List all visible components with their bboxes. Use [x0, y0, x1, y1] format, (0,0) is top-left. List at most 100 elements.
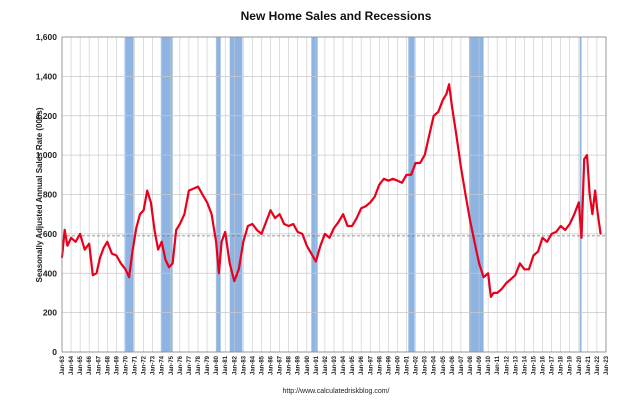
x-tick-label: Jan-63: [60, 355, 66, 375]
x-tick-label: Jan-82: [232, 355, 238, 375]
data-point: [355, 217, 358, 220]
data-point: [594, 189, 597, 192]
x-tick-label: Jan-65: [78, 355, 84, 375]
data-point: [192, 187, 195, 190]
data-point: [550, 232, 553, 235]
x-tick-label: Jan-79: [205, 355, 211, 375]
data-point: [217, 272, 220, 275]
data-point: [246, 225, 249, 227]
x-tick-label: Jan-04: [432, 355, 438, 375]
x-tick-label: Jan-70: [123, 355, 129, 375]
x-tick-label: Jan-06: [450, 355, 456, 375]
data-point: [346, 225, 349, 227]
x-tick-label: Jan-09: [477, 355, 483, 375]
data-point: [102, 246, 105, 249]
data-point: [500, 288, 503, 290]
x-tick-label: Jan-92: [323, 355, 329, 375]
data-point: [74, 240, 77, 243]
y-tick-label: 0: [52, 347, 57, 357]
data-point: [233, 280, 236, 283]
data-point: [168, 266, 170, 269]
x-tick-label: Jan-07: [459, 355, 465, 375]
data-point: [324, 232, 326, 235]
data-point: [183, 213, 186, 216]
data-point: [577, 201, 580, 204]
data-point: [164, 258, 167, 261]
data-point: [278, 213, 281, 216]
data-point: [392, 177, 394, 180]
data-point: [269, 209, 272, 212]
data-point: [319, 244, 322, 247]
x-tick-label: Jan-90: [305, 355, 311, 375]
x-tick-label: Jan-91: [314, 355, 320, 375]
data-point: [432, 114, 435, 117]
x-tick-label: Jan-84: [250, 355, 256, 375]
data-point: [66, 244, 69, 247]
data-point: [265, 221, 267, 223]
data-point: [274, 217, 276, 220]
data-point: [175, 229, 178, 231]
data-point: [115, 254, 118, 257]
x-tick-label: Jan-01: [405, 355, 411, 375]
x-tick-label: Jan-89: [296, 355, 302, 375]
data-point: [224, 231, 227, 233]
data-point: [509, 278, 512, 281]
data-point: [301, 232, 304, 235]
y-tick-label: 1,200: [36, 111, 58, 121]
data-point: [153, 229, 156, 231]
data-point: [328, 236, 331, 239]
data-point: [396, 179, 399, 182]
data-point: [437, 110, 440, 113]
data-point: [178, 223, 181, 225]
x-tick-label: Jan-93: [332, 355, 338, 375]
data-point: [256, 229, 258, 231]
data-point: [296, 231, 299, 233]
x-tick-label: Jan-00: [395, 355, 401, 375]
data-point: [139, 213, 141, 216]
gridlines: [61, 36, 607, 353]
data-point: [310, 252, 313, 255]
x-tick-label: Jan-88: [287, 355, 293, 375]
data-point: [546, 240, 548, 243]
data-point: [405, 173, 408, 176]
y-tick-label: 600: [43, 229, 57, 239]
x-tick-label: Jan-21: [586, 355, 592, 375]
y-tick-label: 1,600: [36, 32, 58, 42]
y-tick-label: 800: [43, 190, 57, 200]
data-point: [206, 201, 208, 204]
x-tick-label: Jan-98: [377, 355, 383, 375]
data-point: [210, 213, 213, 216]
data-point: [460, 166, 462, 168]
data-point: [378, 183, 381, 186]
data-point: [382, 177, 385, 180]
data-point: [160, 240, 163, 243]
data-point: [95, 272, 98, 275]
x-tick-label: Jan-14: [522, 355, 528, 375]
x-tick-label: Jan-95: [350, 355, 356, 375]
data-point: [401, 181, 403, 184]
x-tick-label: Jan-17: [550, 355, 556, 375]
data-point: [573, 213, 576, 216]
x-tick-label: Jan-81: [223, 355, 229, 375]
x-tick-label: Jan-77: [187, 355, 193, 375]
x-tick-label: Jan-68: [105, 355, 111, 375]
data-point: [110, 252, 113, 255]
data-point: [419, 162, 422, 164]
data-point: [88, 242, 91, 245]
data-point: [260, 232, 263, 235]
data-point: [445, 93, 448, 95]
data-point: [305, 244, 308, 247]
y-tick-label: 1,000: [36, 150, 58, 160]
data-point: [591, 213, 594, 216]
x-tick-label: Jan-73: [151, 355, 157, 375]
x-tick-label: Jan-94: [341, 355, 347, 375]
data-point: [283, 223, 286, 225]
data-point: [360, 207, 363, 210]
x-tick-label: Jan-08: [468, 355, 474, 375]
data-point: [149, 201, 152, 204]
x-tick-label: Jan-99: [386, 355, 392, 375]
data-point: [197, 185, 199, 188]
x-tick-label: Jan-13: [513, 355, 519, 375]
data-point: [583, 158, 586, 160]
